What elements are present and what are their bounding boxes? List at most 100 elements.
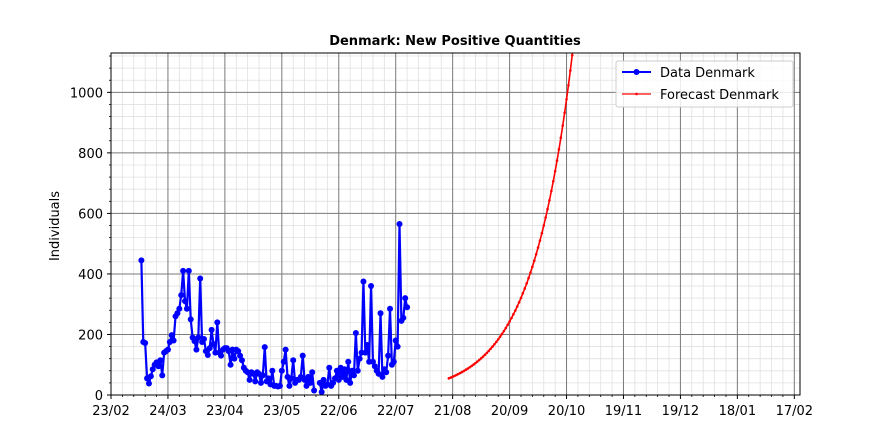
data-point bbox=[326, 364, 333, 371]
data-point bbox=[201, 336, 208, 343]
forecast-point bbox=[525, 282, 528, 285]
y-tick-label: 0 bbox=[95, 389, 103, 404]
legend-label-forecast: Forecast Denmark bbox=[660, 88, 779, 103]
forecast-point bbox=[504, 326, 508, 330]
data-point bbox=[354, 367, 361, 374]
data-point bbox=[400, 314, 407, 321]
data-point bbox=[368, 283, 375, 290]
forecast-point bbox=[495, 340, 498, 344]
data-point bbox=[238, 357, 245, 364]
data-point bbox=[237, 352, 244, 359]
forecast-point bbox=[529, 271, 532, 274]
data-point bbox=[387, 305, 394, 312]
forecast-point bbox=[474, 361, 477, 365]
data-point bbox=[305, 373, 312, 380]
forecast-point bbox=[548, 198, 551, 202]
data-point bbox=[155, 363, 162, 370]
forecast-point bbox=[483, 353, 487, 357]
data-point bbox=[261, 344, 268, 351]
minor-grid bbox=[111, 53, 800, 395]
y-axis-label: Individuals bbox=[48, 191, 63, 261]
forecast-point bbox=[542, 224, 546, 227]
forecast-point bbox=[561, 124, 565, 127]
data-point bbox=[290, 357, 297, 364]
forecast-point bbox=[531, 265, 534, 269]
data-point bbox=[208, 326, 215, 333]
legend-box bbox=[615, 60, 794, 108]
data-point bbox=[369, 358, 376, 365]
forecast-point bbox=[512, 313, 515, 316]
forecast-point bbox=[523, 287, 527, 290]
data-point bbox=[307, 379, 314, 386]
forecast-point bbox=[479, 357, 483, 360]
forecast-point bbox=[544, 216, 547, 219]
forecast-point bbox=[485, 351, 489, 355]
x-tick-label: 23/02 bbox=[92, 404, 129, 419]
data-point bbox=[318, 388, 325, 395]
forecast-point bbox=[493, 343, 496, 346]
y-tick-label: 200 bbox=[78, 328, 103, 343]
data-point bbox=[364, 342, 371, 349]
data-point bbox=[383, 369, 390, 376]
data-point bbox=[404, 304, 411, 311]
forecast-point bbox=[538, 239, 542, 242]
forecast-point bbox=[498, 335, 502, 339]
data-point bbox=[170, 337, 177, 344]
data-point bbox=[197, 275, 204, 282]
forecast-point bbox=[570, 53, 574, 57]
forecast-point bbox=[550, 189, 553, 193]
series-layer bbox=[138, 53, 574, 395]
x-tick-label: 23/05 bbox=[263, 404, 300, 419]
data-point bbox=[206, 345, 213, 352]
data-point bbox=[347, 379, 354, 386]
data-point bbox=[145, 380, 152, 387]
x-tick-label: 19/11 bbox=[605, 404, 642, 419]
x-tick-label: 22/07 bbox=[377, 404, 414, 419]
forecast-point bbox=[464, 368, 468, 372]
forecast-point bbox=[527, 276, 530, 280]
forecast-point bbox=[502, 329, 506, 333]
data-point bbox=[252, 378, 259, 385]
data-point bbox=[191, 338, 198, 345]
forecast-point bbox=[555, 159, 559, 162]
data-point bbox=[204, 352, 211, 359]
forecast-point bbox=[519, 296, 523, 300]
data-point bbox=[218, 352, 225, 359]
forecast-point bbox=[460, 370, 464, 374]
legend-label-data: Data Denmark bbox=[660, 66, 755, 81]
data-point bbox=[159, 372, 166, 379]
data-point bbox=[362, 349, 369, 356]
legend-marker-forecast bbox=[635, 92, 638, 96]
forecast-point bbox=[521, 292, 525, 295]
legend: Data Denmark Forecast Denmark bbox=[615, 60, 794, 108]
data-point bbox=[246, 376, 253, 383]
y-tick-label: 400 bbox=[78, 268, 103, 283]
data-point bbox=[227, 361, 234, 368]
data-point bbox=[214, 319, 221, 326]
data-point bbox=[377, 310, 384, 317]
data-point bbox=[149, 366, 156, 373]
data-point bbox=[352, 329, 359, 336]
data-point bbox=[350, 372, 357, 379]
forecast-point bbox=[481, 355, 485, 358]
forecast-point bbox=[569, 69, 572, 72]
data-point bbox=[311, 387, 318, 394]
forecast-point bbox=[506, 323, 509, 327]
data-point bbox=[309, 369, 316, 376]
x-tick-label: 20/09 bbox=[491, 404, 528, 419]
data-point bbox=[286, 382, 293, 389]
forecast-point bbox=[458, 371, 462, 375]
forecast-point bbox=[517, 301, 521, 304]
forecast-point bbox=[487, 349, 491, 353]
data-point bbox=[320, 376, 327, 383]
data-point bbox=[185, 267, 192, 274]
forecast-point bbox=[513, 309, 517, 312]
x-tick-label: 23/04 bbox=[206, 404, 243, 419]
data-point bbox=[278, 367, 285, 374]
forecast-point bbox=[489, 347, 492, 351]
x-tick-label: 19/12 bbox=[662, 404, 699, 419]
forecast-point bbox=[532, 259, 536, 262]
legend-marker-data bbox=[633, 69, 640, 75]
x-tick-label: 24/03 bbox=[149, 404, 186, 419]
data-point bbox=[341, 366, 348, 373]
